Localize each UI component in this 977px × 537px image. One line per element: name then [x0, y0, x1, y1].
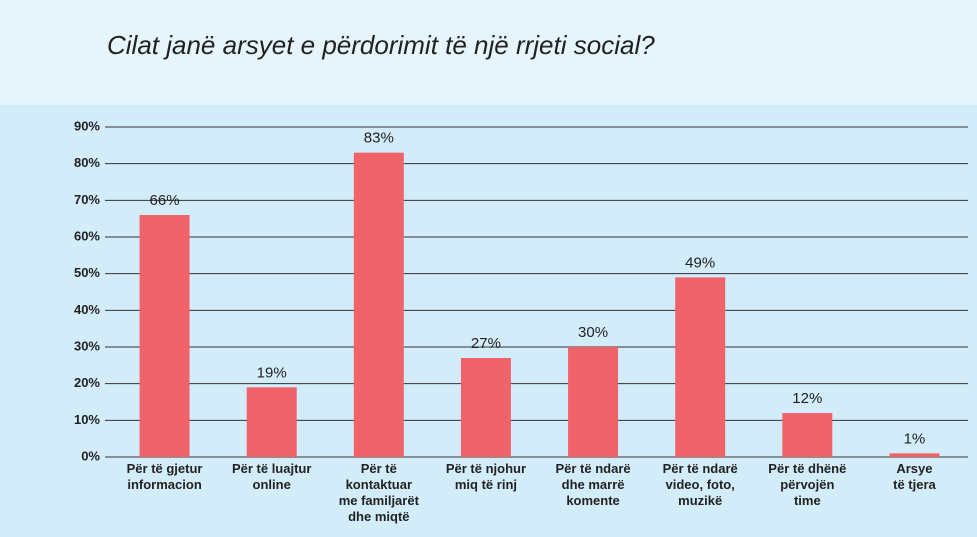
- y-tick-label: 80%: [74, 155, 100, 170]
- value-label: 27%: [471, 335, 501, 352]
- bar: [246, 387, 297, 457]
- bar: [139, 215, 190, 457]
- value-label: 30%: [578, 324, 608, 341]
- y-tick-label: 20%: [74, 375, 100, 390]
- chart-title: Cilat janë arsyet e përdorimit të një rr…: [107, 30, 655, 60]
- value-label: 66%: [150, 192, 180, 209]
- value-label: 19%: [257, 364, 287, 381]
- y-tick-label: 60%: [74, 228, 100, 243]
- value-label: 12%: [792, 390, 822, 407]
- bar: [460, 358, 511, 457]
- y-tick-label: 40%: [74, 302, 100, 317]
- title-panel: [0, 0, 977, 105]
- x-tick-label: Për të kontaktuar me familjarët dhe miqtë: [339, 461, 420, 524]
- y-tick-label: 10%: [74, 412, 100, 427]
- y-tick-label: 70%: [74, 192, 100, 207]
- y-tick-label: 30%: [74, 338, 100, 353]
- x-tick-label: Për të gjetur informacion: [127, 461, 203, 492]
- x-tick-label: Për të njohur miq të rinj: [446, 461, 526, 492]
- x-tick-label: Për të ndarë video, foto, muzikë: [663, 461, 738, 508]
- y-tick-label: 0%: [81, 448, 100, 463]
- value-label: 49%: [685, 254, 715, 271]
- bar: [675, 277, 726, 457]
- x-tick-label: Për të luajtur online: [232, 461, 311, 492]
- bar: [889, 453, 940, 457]
- value-label: 83%: [364, 130, 394, 147]
- x-tick-label: Arsye të tjera: [893, 461, 936, 492]
- bar: [353, 152, 404, 457]
- bar: [782, 413, 833, 457]
- y-tick-label: 90%: [74, 118, 100, 133]
- bar: [568, 347, 619, 457]
- y-tick-label: 50%: [74, 265, 100, 280]
- x-tick-label: Për të ndarë dhe marrë komente: [555, 461, 630, 508]
- x-tick-label: Për të dhënë përvojën time: [768, 461, 846, 508]
- value-label: 1%: [904, 430, 926, 447]
